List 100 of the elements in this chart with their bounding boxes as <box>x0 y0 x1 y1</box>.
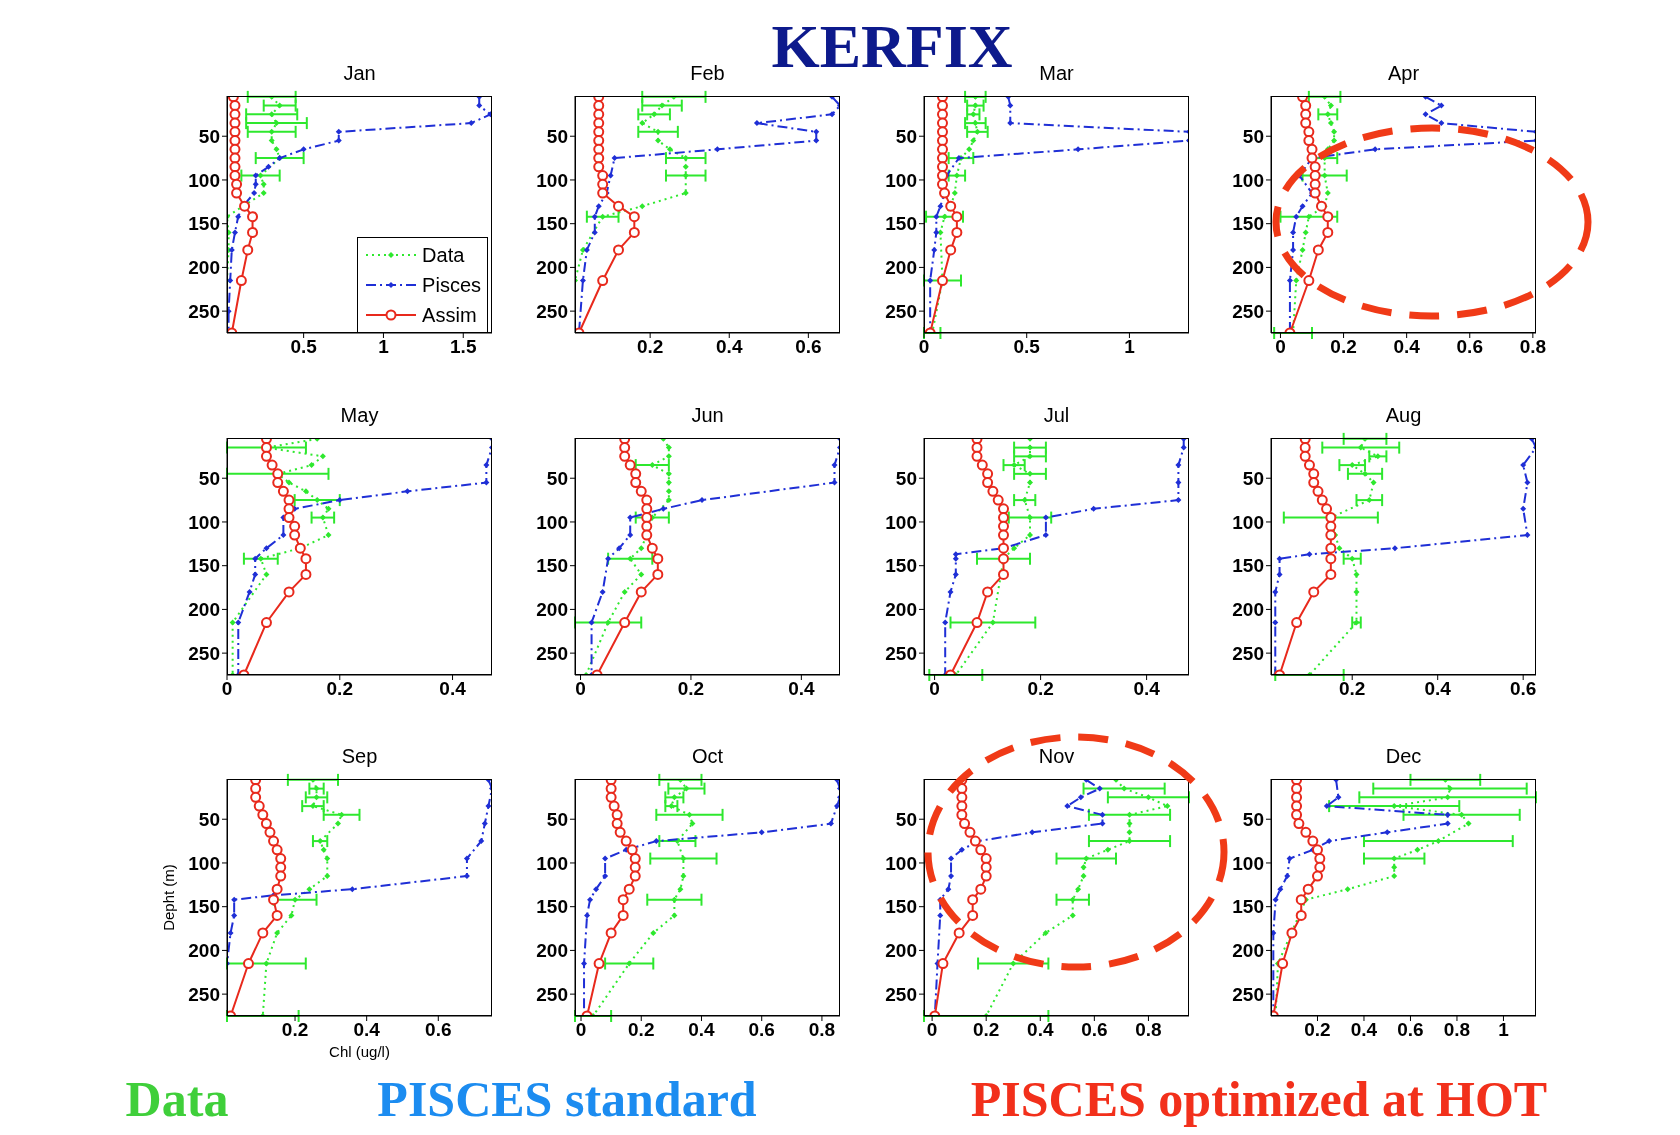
y-tick-label: 200 <box>885 257 917 279</box>
y-tick-label: 50 <box>198 125 220 147</box>
y-tick-label: 200 <box>536 940 568 962</box>
y-tick-label: 250 <box>1232 983 1264 1005</box>
x-tick-label: 0.4 <box>688 1019 716 1041</box>
y-tick-label: 250 <box>536 642 568 664</box>
y-tick-label: 200 <box>188 257 220 279</box>
x-tick-label: 0.2 <box>1304 1019 1331 1041</box>
x-tick-label: 0.4 <box>439 678 467 700</box>
y-tick-label: 250 <box>536 300 568 322</box>
y-tick-label: 200 <box>536 257 568 279</box>
y-tick-label: 200 <box>1232 257 1264 279</box>
y-tick-label: 100 <box>536 852 568 874</box>
y-tick-label: 200 <box>1232 599 1264 621</box>
x-tick-label: 0.6 <box>1456 336 1483 358</box>
y-tick-label: 250 <box>885 300 917 322</box>
y-axis-title: Depht (m) <box>160 864 178 931</box>
x-tick-label: 0 <box>918 336 930 358</box>
y-tick-label: 150 <box>885 213 917 235</box>
y-tick-label: 250 <box>885 983 917 1005</box>
x-tick-label: 0.6 <box>1081 1019 1108 1041</box>
y-tick-label: 250 <box>536 983 568 1005</box>
x-tick-label: 0.2 <box>1027 678 1054 700</box>
y-tick-label: 150 <box>536 896 568 918</box>
y-tick-label: 50 <box>198 467 220 489</box>
legend-label: Pisces <box>422 273 481 297</box>
y-tick-label: 50 <box>546 467 568 489</box>
x-tick-label: 0.2 <box>1330 336 1357 358</box>
x-tick-label: 0.8 <box>1135 1019 1162 1041</box>
x-tick-label: 0.6 <box>1397 1019 1424 1041</box>
y-tick-label: 50 <box>546 808 568 830</box>
x-tick-label: 0.2 <box>326 678 353 700</box>
y-tick-label: 100 <box>536 169 568 191</box>
chart-title: Jan <box>342 62 377 85</box>
y-tick-label: 100 <box>188 169 220 191</box>
y-tick-label: 200 <box>885 599 917 621</box>
x-tick-label: 0 <box>1275 336 1286 358</box>
x-tick-label: 0.8 <box>1443 1019 1471 1041</box>
chart-title: Oct <box>690 745 725 768</box>
text: PISCES standard <box>377 1071 757 1127</box>
x-tick-label: 0 <box>929 678 940 700</box>
chart-title: Apr <box>1386 62 1421 85</box>
x-tick-label: 0.4 <box>716 336 743 358</box>
x-tick-label: 0.4 <box>1027 1019 1054 1041</box>
chart-title: Mar <box>1039 62 1074 84</box>
text: KERFIX <box>771 12 1013 81</box>
y-tick-label: 150 <box>188 555 220 577</box>
x-tick-label: 0 <box>926 1019 938 1041</box>
y-tick-label: 50 <box>546 125 568 147</box>
chart-title: Dec <box>1384 745 1423 768</box>
x-tick-label: 1.5 <box>450 336 477 358</box>
y-tick-label: 100 <box>1232 169 1264 191</box>
y-tick-label: 250 <box>188 983 220 1005</box>
x-tick-label: 0.4 <box>1350 1019 1378 1041</box>
y-tick-label: 200 <box>536 599 568 621</box>
y-tick-label: 250 <box>188 300 220 322</box>
x-tick-label: 0.2 <box>972 1019 1000 1041</box>
y-tick-label: 50 <box>895 808 917 830</box>
y-tick-label: 50 <box>895 467 917 489</box>
y-tick-label: 150 <box>188 213 220 235</box>
y-tick-label: 50 <box>1242 808 1264 830</box>
y-tick-label: 150 <box>188 896 220 918</box>
y-tick-label: 100 <box>885 169 917 191</box>
y-tick-label: 100 <box>1232 511 1264 533</box>
y-tick-label: 50 <box>1242 125 1264 147</box>
y-tick-label: 200 <box>188 940 220 962</box>
y-tick-label: 200 <box>1232 940 1264 962</box>
x-axis-title: Chl (ug/l) <box>329 1043 390 1060</box>
chart-title: Feb <box>690 62 725 84</box>
y-tick-label: 100 <box>536 511 568 533</box>
x-tick-label: 0.8 <box>1519 336 1547 358</box>
x-tick-label: 1 <box>378 336 390 358</box>
y-tick-label: 100 <box>885 511 917 533</box>
chart-title: Sep <box>340 745 379 768</box>
x-tick-label: 0.2 <box>677 678 705 700</box>
x-tick-label: 0.4 <box>788 678 815 700</box>
y-tick-label: 100 <box>1232 852 1264 874</box>
chart-title: May <box>339 404 380 427</box>
x-tick-label: 0.6 <box>425 1019 452 1041</box>
x-tick-label: 0.5 <box>1013 336 1041 358</box>
y-tick-label: 50 <box>198 808 220 830</box>
x-tick-label: 1 <box>1498 1019 1510 1041</box>
y-tick-label: 200 <box>885 940 917 962</box>
x-tick-label: 0.2 <box>1339 678 1366 700</box>
x-tick-label: 0.2 <box>636 336 664 358</box>
y-tick-label: 50 <box>1242 467 1264 489</box>
x-tick-label: 0.4 <box>1424 678 1452 700</box>
x-tick-label: 0.4 <box>353 1019 381 1041</box>
y-tick-label: 150 <box>536 555 568 577</box>
y-tick-label: 50 <box>895 125 917 147</box>
y-tick-label: 250 <box>1232 300 1264 322</box>
x-tick-label: 1 <box>1124 336 1136 358</box>
chart-title: Jul <box>1042 404 1071 427</box>
y-tick-label: 250 <box>885 642 917 664</box>
x-tick-label: 0 <box>575 678 586 700</box>
y-tick-label: 150 <box>885 896 917 918</box>
x-tick-label: 0.4 <box>1393 336 1421 358</box>
x-tick-label: 0.6 <box>1509 678 1537 700</box>
x-tick-label: 0.4 <box>1133 678 1161 700</box>
y-tick-label: 200 <box>188 599 220 621</box>
